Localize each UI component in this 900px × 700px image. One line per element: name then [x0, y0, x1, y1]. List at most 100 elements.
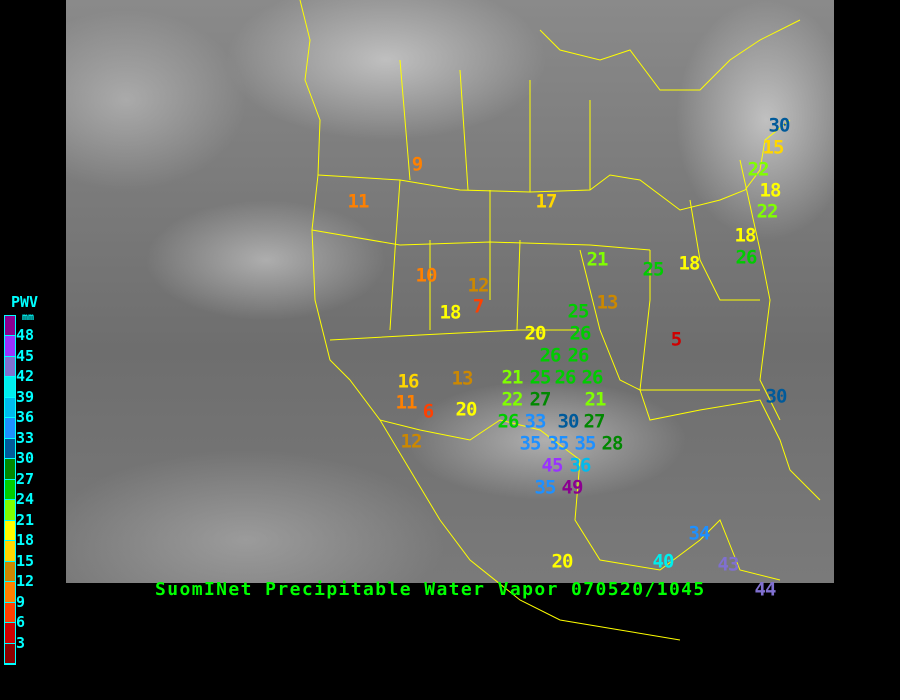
border-line: [739, 159, 781, 421]
station-pwv-label: 43: [717, 553, 740, 576]
station-pwv-label: 18: [759, 179, 782, 202]
station-pwv-label: 25: [529, 366, 552, 389]
border-line: [639, 389, 821, 501]
border-line: [399, 59, 411, 181]
station-pwv-label: 26: [569, 322, 592, 345]
legend-unit: mm: [22, 312, 35, 323]
station-pwv-label: 26: [539, 344, 562, 367]
station-pwv-label: 34: [688, 522, 711, 545]
station-pwv-label: 26: [497, 410, 520, 433]
station-pwv-label: 28: [601, 432, 624, 455]
legend-swatch: [5, 541, 15, 562]
station-pwv-label: 22: [501, 388, 524, 411]
station-pwv-label: 17: [535, 190, 558, 213]
border-line: [389, 179, 401, 331]
satellite-image: [66, 0, 834, 583]
station-pwv-label: 33: [524, 410, 547, 433]
legend-swatch: [5, 623, 15, 644]
station-pwv-label: 12: [467, 274, 490, 297]
legend-tick: 21: [16, 510, 35, 529]
legend-swatch: [5, 561, 15, 583]
station-pwv-label: 18: [678, 252, 701, 275]
station-pwv-label: 45: [541, 454, 564, 477]
station-pwv-label: 25: [567, 300, 590, 323]
legend-swatch: [5, 500, 15, 521]
border-line: [516, 239, 521, 331]
legend-tick: 45: [16, 346, 35, 365]
legend-swatch: [5, 582, 15, 603]
station-pwv-label: 26: [581, 366, 604, 389]
legend-title: PWV: [11, 293, 39, 311]
border-line: [379, 419, 781, 581]
station-pwv-label: 26: [554, 366, 577, 389]
legend-tick: 48: [16, 326, 35, 344]
legend-tick: 42: [16, 367, 35, 385]
station-pwv-label: 6: [422, 400, 434, 423]
border-line: [459, 69, 469, 191]
border-line: [689, 199, 760, 301]
legend-tick: 3: [16, 633, 26, 652]
legend-tick: 18: [16, 531, 35, 549]
station-pwv-label: 35: [534, 476, 557, 499]
legend-swatch: [5, 377, 15, 398]
map-title: SuomINet Precipitable Water Vapor 070520…: [155, 579, 706, 600]
station-pwv-label: 25: [642, 258, 665, 281]
station-pwv-label: 22: [747, 158, 770, 181]
legend-tick: 33: [16, 428, 35, 447]
station-pwv-label: 18: [734, 224, 757, 247]
legend-tick: 6: [16, 613, 26, 631]
border-line: [579, 249, 641, 391]
station-pwv-label: 13: [451, 367, 474, 390]
station-pwv-label: 20: [524, 322, 547, 345]
legend-swatch: [5, 438, 15, 460]
station-pwv-label: 40: [652, 550, 675, 573]
station-pwv-label: 5: [670, 328, 682, 351]
station-pwv-label: 11: [347, 190, 370, 213]
border-line: [299, 0, 681, 641]
legend-swatch: [5, 418, 15, 439]
station-pwv-label: 18: [439, 301, 462, 324]
station-pwv-label: 27: [583, 410, 606, 433]
station-pwv-label: 26: [735, 246, 758, 269]
legend-tick: 12: [16, 572, 35, 590]
legend-tick: 36: [16, 408, 35, 426]
station-pwv-label: 26: [567, 344, 590, 367]
station-pwv-label: 49: [561, 476, 584, 499]
station-pwv-label: 20: [455, 398, 478, 421]
station-pwv-label: 11: [395, 391, 418, 414]
legend-swatch: [5, 520, 15, 542]
legend-swatch: [5, 479, 15, 501]
station-pwv-label: 12: [400, 430, 423, 453]
border-line: [329, 329, 580, 341]
station-pwv-label: 35: [574, 432, 597, 455]
border-line: [317, 119, 791, 211]
legend-tick: 30: [16, 449, 35, 467]
legend-swatch: [5, 602, 15, 624]
station-pwv-label: 30: [765, 385, 788, 408]
station-pwv-label: 35: [547, 432, 570, 455]
station-pwv-label: 30: [768, 114, 791, 137]
legend-color-bar: [4, 315, 16, 665]
legend-tick: 24: [16, 490, 35, 508]
station-pwv-label: 21: [584, 388, 607, 411]
station-pwv-label: 7: [472, 295, 484, 318]
legend-swatch: [5, 397, 15, 419]
legend-swatch: [5, 356, 15, 378]
station-pwv-label: 15: [762, 136, 785, 159]
legend-swatch: [5, 316, 15, 337]
border-line: [539, 19, 801, 91]
legend-tick: 9: [16, 592, 26, 611]
station-pwv-label: 35: [519, 432, 542, 455]
legend-tick: 15: [16, 551, 35, 570]
station-pwv-label: 10: [415, 264, 438, 287]
station-pwv-label: 20: [551, 550, 574, 573]
legend-tick: 39: [16, 387, 35, 406]
legend-swatch: [5, 336, 15, 357]
station-pwv-label: 30: [557, 410, 580, 433]
station-pwv-label: 22: [756, 200, 779, 223]
station-pwv-label: 13: [596, 291, 619, 314]
legend-swatch: [5, 459, 15, 480]
station-pwv-label: 21: [586, 248, 609, 271]
